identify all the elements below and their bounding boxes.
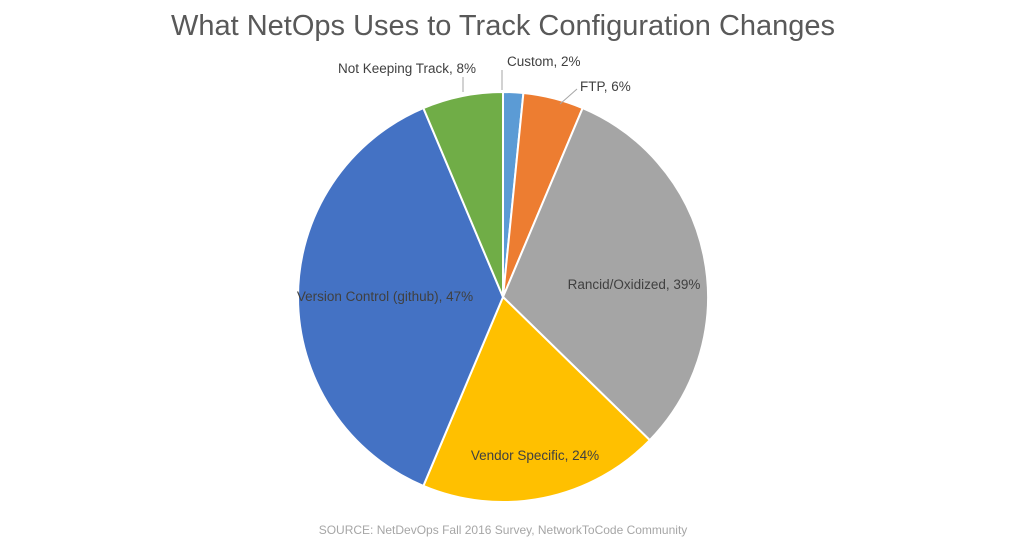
data-label-3: Vendor Specific, 24% — [471, 448, 599, 463]
data-label-0: Custom, 2% — [507, 54, 581, 69]
pie-slices — [297, 90, 709, 503]
data-label-4: Version Control (github), 47% — [297, 289, 473, 304]
pie-slice-2 — [501, 106, 709, 442]
leader-lines — [462, 70, 578, 105]
data-labels: Custom, 2% FTP, 6% Rancid/Oxidized, 39% Ven… — [297, 54, 701, 463]
data-label-1: FTP, 6% — [580, 79, 631, 94]
source-note: SOURCE: NetDevOps Fall 2016 Survey, Netw… — [318, 523, 688, 537]
pie-slice-4 — [297, 106, 505, 488]
leader-line-1 — [559, 88, 578, 105]
data-label-5: Not Keeping Track, 8% — [338, 61, 476, 76]
data-label-2: Rancid/Oxidized, 39% — [568, 277, 701, 292]
pie-slice-3 — [422, 295, 652, 503]
chart-title: What NetOps Uses to Track Configuration … — [170, 10, 836, 42]
pie-slice-5 — [422, 90, 504, 298]
